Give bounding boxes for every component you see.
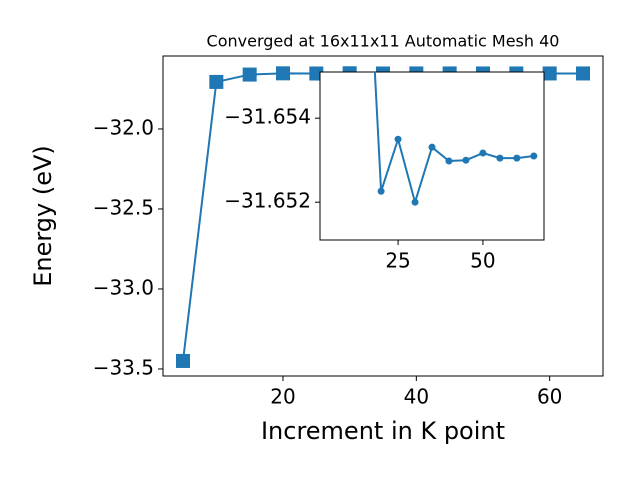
point [542,66,557,81]
x-tick-label: 40 [404,385,429,409]
point [428,143,436,151]
chart-title: Converged at 16x11x11 Automatic Mesh 40 [207,32,560,51]
point [462,156,470,164]
y-tick-label: −32.0 [93,115,154,139]
inset-frame [319,71,545,241]
x-tick-label: 50 [470,249,495,273]
main-axes: 20 40 60 −32.0 −32.5 −33.0 −33.5 [93,55,604,409]
x-tick-label: 25 [385,249,410,273]
point [377,187,385,195]
point [530,152,538,160]
point [411,198,419,206]
point [176,353,190,368]
inset-axes: 25 50 −31.654 −31.652 [224,105,495,273]
point [513,154,521,162]
point [394,135,402,143]
point [242,67,257,82]
point [479,149,487,157]
y-tick-label: −33.0 [93,275,154,299]
point [496,154,504,162]
inset-plot [373,72,538,206]
y-axis-label: Energy (eV) [29,145,57,287]
x-axis-label: Increment in K point [261,417,505,445]
point [276,66,290,81]
axes-frame [162,55,604,377]
y-tick-label: −31.652 [224,189,311,213]
point [445,157,453,165]
y-tick-label: −32.5 [93,195,154,219]
y-tick-label: −33.5 [93,355,154,379]
point [209,74,224,89]
point [576,66,590,81]
y-tick-label: −31.654 [224,105,311,129]
x-tick-label: 20 [270,385,295,409]
x-tick-label: 60 [537,385,562,409]
